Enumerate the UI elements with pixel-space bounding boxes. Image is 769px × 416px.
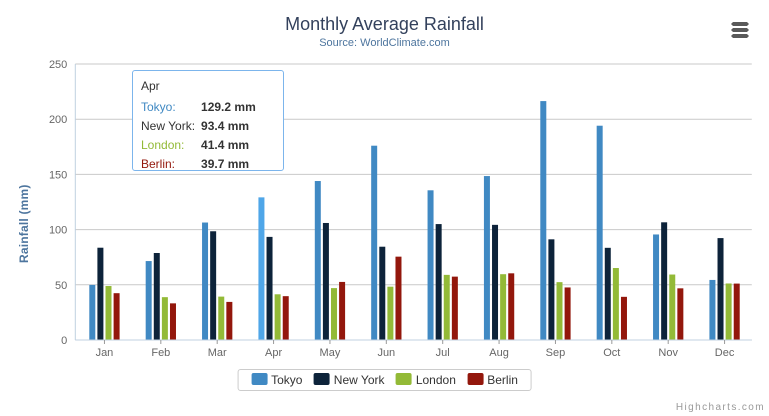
- svg-text:Nov: Nov: [658, 347, 678, 359]
- svg-text:Apr: Apr: [265, 347, 282, 359]
- svg-text:0: 0: [61, 335, 67, 347]
- svg-text:Mar: Mar: [208, 347, 227, 359]
- svg-text:200: 200: [49, 114, 67, 126]
- svg-text:Feb: Feb: [151, 347, 170, 359]
- svg-text:Dec: Dec: [715, 347, 735, 359]
- svg-text:50: 50: [55, 280, 67, 292]
- svg-text:Sep: Sep: [546, 347, 566, 359]
- svg-text:May: May: [320, 347, 341, 359]
- svg-text:Jul: Jul: [436, 347, 450, 359]
- svg-text:150: 150: [49, 169, 67, 181]
- svg-text:Aug: Aug: [489, 347, 509, 359]
- svg-text:100: 100: [49, 225, 67, 237]
- svg-text:250: 250: [49, 59, 67, 71]
- svg-text:Jun: Jun: [377, 347, 395, 359]
- svg-text:Oct: Oct: [603, 347, 620, 359]
- svg-text:Jan: Jan: [96, 347, 114, 359]
